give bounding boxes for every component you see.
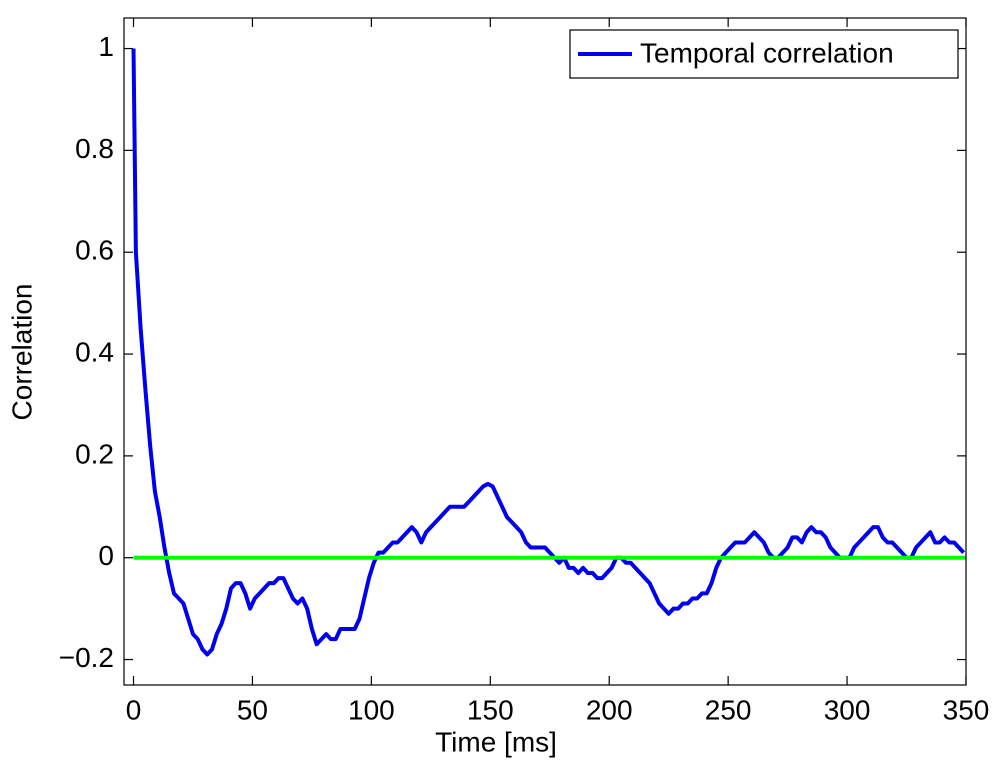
x-tick-label: 250 [705,694,752,725]
y-tick-label: 0.6 [75,235,114,266]
plot-frame [123,17,967,686]
line-series [131,48,966,657]
x-axis-label: Time [ms] [435,726,557,757]
legend-label: Temporal correlation [640,37,894,68]
x-tick-label: 350 [943,694,990,725]
x-tick-label: 0 [126,694,142,725]
y-tick-label: 1 [98,31,114,62]
x-tick-label: 300 [824,694,871,725]
x-tick-label: 100 [348,694,395,725]
y-tick-label: 0.2 [75,438,114,469]
y-tick-label: 0.4 [75,336,114,367]
y-tick-label: 0.8 [75,133,114,164]
x-tick-label: 50 [237,694,268,725]
y-tick-label: −0.2 [59,642,114,673]
y-axis-label: Correlation [6,284,37,421]
x-tick-label: 200 [586,694,633,725]
x-tick-label: 150 [467,694,514,725]
y-tick-label: 0 [98,540,114,571]
legend-box [569,29,959,79]
